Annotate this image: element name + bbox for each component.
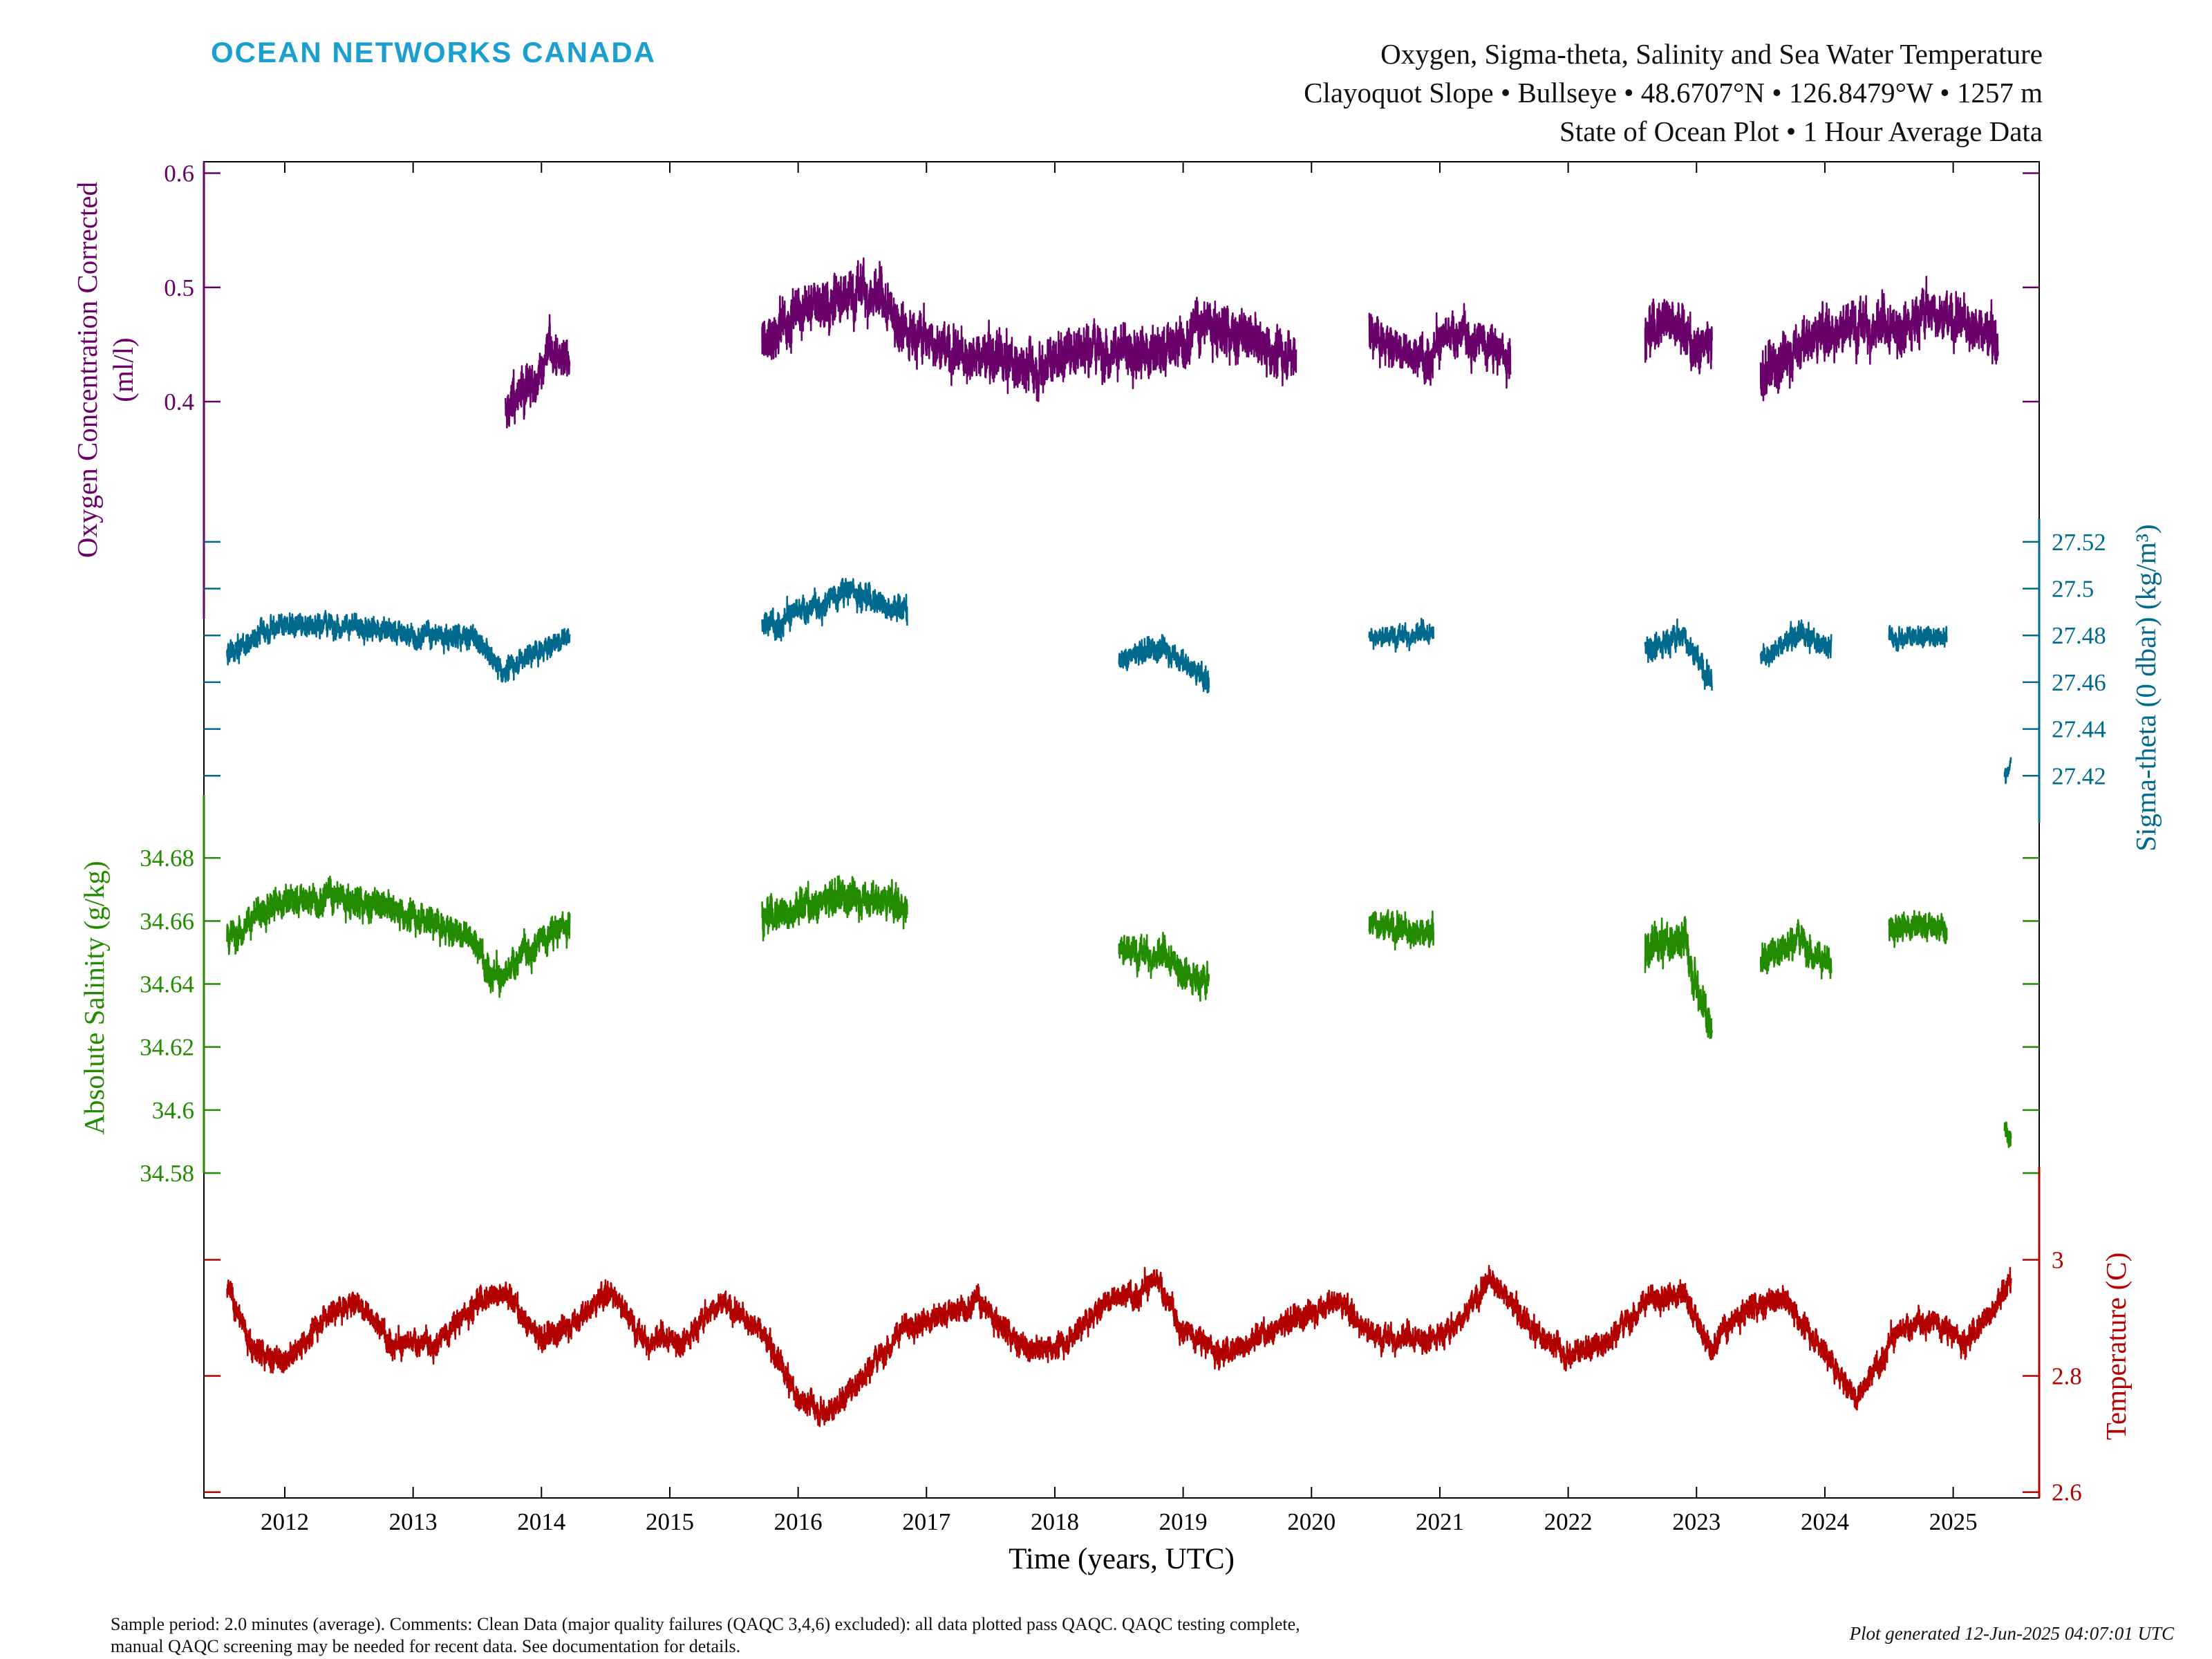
sigma-segment-6 (1759, 619, 1833, 668)
footer-comment-line-2: manual QAQC screening may be needed for … (111, 1636, 741, 1656)
x-axis-label: Time (years, UTC) (1009, 1543, 1235, 1575)
sigma-segment-8 (2003, 757, 2012, 785)
salinity-y-axis-label: Absolute Salinity (g/kg) (78, 861, 110, 1134)
sigma-y-axis-label: Sigma-theta (0 dbar) (kg/m³) (2130, 524, 2162, 851)
sigma-series (226, 578, 2012, 785)
salinity-segment-8 (2003, 1121, 2012, 1148)
x-tick-label-2014: 2014 (517, 1508, 565, 1535)
salinity-segment-6 (1759, 919, 1833, 980)
salinity-y-tick-label-34.66: 34.66 (140, 908, 194, 935)
x-tick-label-2019: 2019 (1159, 1508, 1208, 1535)
x-tick-label-2023: 2023 (1672, 1508, 1721, 1535)
salinity-y-tick-label-34.62: 34.62 (140, 1034, 194, 1061)
temperature-segment-1 (226, 1264, 2012, 1427)
sigma-y-tick-label-27.52: 27.52 (2052, 529, 2106, 556)
x-tick-label-2017: 2017 (902, 1508, 950, 1535)
x-tick-label-2016: 2016 (774, 1508, 823, 1535)
salinity-y-tick-label-34.64: 34.64 (140, 971, 194, 998)
salinity-segment-7 (1888, 910, 1948, 948)
footer-comment-line-1: Sample period: 2.0 minutes (average). Co… (111, 1614, 1300, 1634)
oxygen-y-tick-label-0.4: 0.4 (164, 388, 194, 415)
plot-generated-timestamp: Plot generated 12-Jun-2025 04:07:01 UTC (1849, 1623, 2174, 1644)
x-tick-label-2022: 2022 (1544, 1508, 1593, 1535)
oxygen-segment-3 (1368, 303, 1512, 389)
temperature-series (226, 1264, 2012, 1427)
chart-title: Oxygen, Sigma-theta, Salinity and Sea Wa… (1380, 38, 2043, 70)
salinity-series (226, 875, 2012, 1148)
sigma-y-tick-label-27.46: 27.46 (2052, 669, 2106, 696)
salinity-segment-2 (761, 875, 908, 941)
temperature-y-tick-label-3: 3 (2052, 1246, 2064, 1273)
oxygen-y-axis-label-line-2: (ml/l) (107, 337, 139, 402)
sigma-y-tick-label-27.42: 27.42 (2052, 762, 2106, 789)
sigma-segment-3 (1118, 634, 1210, 694)
oxygen-y-tick-label-0.6: 0.6 (164, 160, 194, 187)
x-tick-label-2018: 2018 (1031, 1508, 1079, 1535)
x-tick-label-2020: 2020 (1287, 1508, 1335, 1535)
temperature-y-tick-label-2.6: 2.6 (2052, 1479, 2082, 1506)
chart-subtitle-data-type: State of Ocean Plot • 1 Hour Average Dat… (1559, 115, 2043, 147)
salinity-segment-5 (1644, 916, 1713, 1040)
salinity-segment-4 (1368, 909, 1434, 950)
sigma-segment-7 (1888, 625, 1948, 652)
sigma-y-tick-label-27.44: 27.44 (2052, 716, 2106, 743)
sigma-segment-5 (1644, 618, 1713, 691)
x-tick-label-2024: 2024 (1801, 1508, 1849, 1535)
x-tick-label-2013: 2013 (389, 1508, 438, 1535)
oxygen-y-tick-label-0.5: 0.5 (164, 274, 194, 301)
salinity-y-tick-label-34.6: 34.6 (152, 1097, 194, 1124)
x-tick-label-2021: 2021 (1416, 1508, 1464, 1535)
sigma-y-tick-label-27.5: 27.5 (2052, 576, 2094, 603)
sigma-segment-2 (761, 578, 908, 642)
x-tick-label-2015: 2015 (646, 1508, 694, 1535)
x-tick-label-2012: 2012 (261, 1508, 309, 1535)
salinity-segment-1 (226, 875, 571, 998)
ocean-networks-canada-logo: OCEAN NETWORKS CANADA (211, 36, 656, 68)
sigma-segment-1 (226, 610, 571, 683)
footer-comments: Sample period: 2.0 minutes (average). Co… (111, 1613, 1756, 1658)
sigma-segment-4 (1368, 617, 1434, 653)
salinity-segment-3 (1118, 931, 1210, 1002)
temperature-y-axis-label: Temperature (C) (2100, 1253, 2132, 1440)
oxygen-segment-1 (505, 314, 571, 429)
x-tick-label-2025: 2025 (1929, 1508, 1978, 1535)
oxygen-y-axis-label-line-1: Oxygen Concentration Corrected (71, 182, 103, 558)
sigma-y-tick-label-27.48: 27.48 (2052, 622, 2106, 649)
oxygen-segment-2 (761, 257, 1297, 402)
plot-area (226, 257, 2012, 1427)
chart-subtitle-location: Clayoquot Slope • Bullseye • 48.6707°N •… (1304, 77, 2043, 109)
salinity-y-tick-label-34.68: 34.68 (140, 845, 194, 872)
axes: 2012 2013 2014 2015 2016 2017 2018 2019 2020 2021… (71, 160, 2162, 1575)
oxygen-segment-5 (1759, 275, 1999, 402)
temperature-y-tick-label-2.8: 2.8 (2052, 1363, 2082, 1390)
salinity-y-tick-label-34.58: 34.58 (140, 1160, 194, 1187)
oxygen-series (505, 257, 1999, 429)
oxygen-segment-4 (1644, 298, 1713, 375)
